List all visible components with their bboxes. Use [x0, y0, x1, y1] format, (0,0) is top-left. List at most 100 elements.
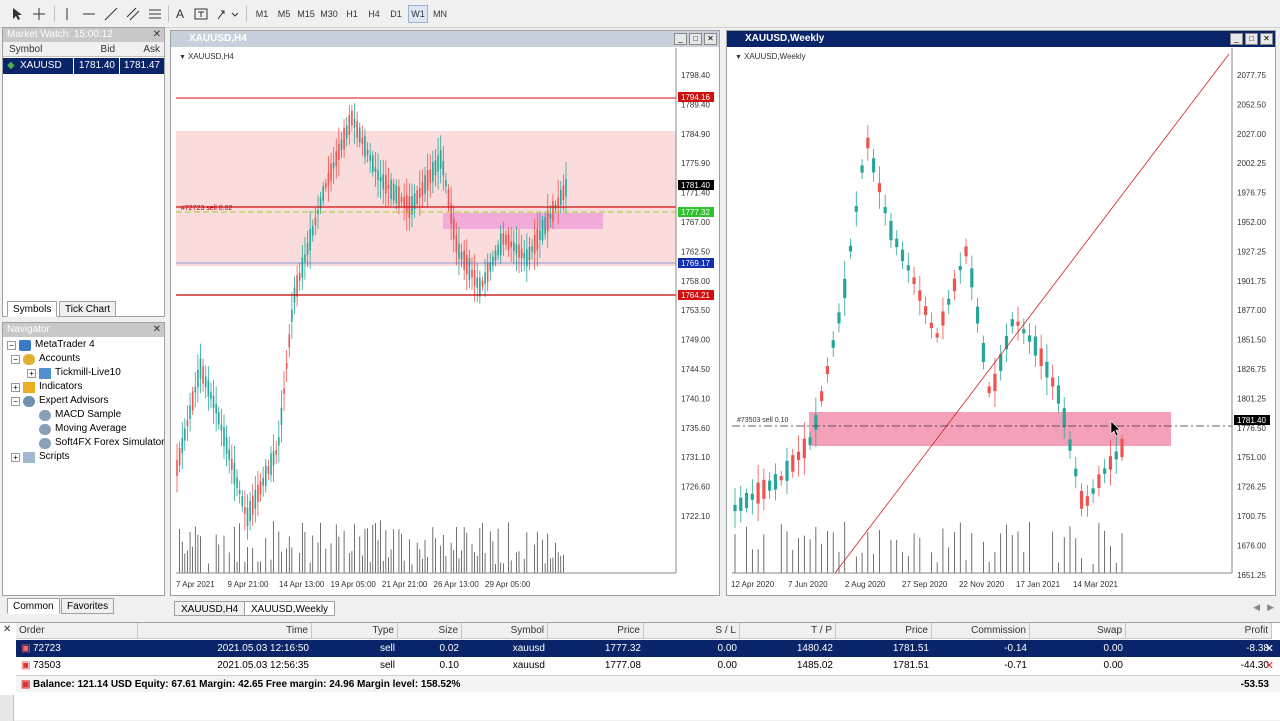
cursor-icon[interactable]	[8, 5, 26, 23]
collapse-icon[interactable]: −	[11, 354, 20, 364]
col-size[interactable]: Size	[398, 623, 462, 639]
minimize-icon[interactable]: _	[674, 33, 687, 45]
col-price-current[interactable]: Price	[836, 623, 932, 639]
candle	[964, 246, 968, 257]
crosshair-icon[interactable]	[30, 5, 48, 23]
cell-commission: -0.14	[1004, 643, 1027, 654]
channel-icon[interactable]	[124, 5, 142, 23]
expand-icon[interactable]: +	[27, 368, 36, 378]
table-row[interactable]: ▣ 72723 2021.05.03 12:16:50 sell 0.02 xa…	[16, 640, 1280, 657]
col-commission[interactable]: Commission	[932, 623, 1030, 639]
timeframe-m5[interactable]: M5	[277, 9, 291, 19]
vertical-line-icon[interactable]	[58, 5, 76, 23]
candle	[343, 127, 345, 150]
timeframe-m30[interactable]: M30	[320, 9, 338, 19]
timeframe-d1[interactable]: D1	[390, 9, 402, 19]
nav-item-accounts[interactable]: − Accounts	[11, 352, 80, 366]
candle	[340, 139, 343, 151]
chart-dropdown-icon[interactable]: ▼	[179, 54, 186, 61]
timeframe-h1[interactable]: H1	[346, 9, 358, 19]
table-row[interactable]: ▣ 73503 2021.05.03 12:56:35 sell 0.10 xa…	[16, 657, 1280, 674]
chart-title-h4[interactable]: XAUUSD,H4	[171, 31, 719, 47]
timeframe-mn[interactable]: MN	[433, 9, 447, 19]
tab-chart-h4[interactable]: XAUUSD,H4	[174, 601, 246, 616]
candle	[489, 262, 492, 272]
nav-item-account[interactable]: + Tickmill-Live10	[27, 366, 121, 380]
nav-item-expert-advisors[interactable]: − Expert Advisors	[11, 394, 108, 408]
nav-item-moving-average[interactable]: Moving Average	[39, 422, 127, 436]
cell-size: 0.10	[439, 660, 459, 671]
expand-icon[interactable]: +	[11, 452, 20, 462]
chart-canvas-weekly[interactable]: XAUUSD,Weekly ▼ #73503 sell 0.10 2077.75…	[727, 48, 1275, 595]
col-order[interactable]: Order	[16, 623, 138, 639]
timeframe-m1[interactable]: M1	[255, 9, 269, 19]
col-bid[interactable]: Bid	[73, 42, 119, 57]
col-symbol[interactable]: Symbol	[462, 623, 548, 639]
tabs-scroll-left-icon[interactable]: ◀	[1253, 602, 1260, 612]
candle	[413, 193, 416, 210]
candle	[796, 451, 801, 461]
timeframe-w1[interactable]: W1	[408, 5, 428, 23]
close-order-icon[interactable]: ✕	[1264, 643, 1274, 655]
col-sl[interactable]: S / L	[644, 623, 740, 639]
candle	[924, 306, 928, 315]
candle	[546, 210, 549, 232]
candle	[272, 451, 275, 466]
candle	[301, 257, 304, 278]
order-label[interactable]: #72723 sell 0.02	[181, 205, 232, 212]
close-icon[interactable]: ✕	[704, 33, 717, 45]
nav-item-soft4fx[interactable]: Soft4FX Forex Simulator	[39, 436, 164, 450]
close-order-icon[interactable]: ✕	[1264, 660, 1274, 672]
tab-common[interactable]: Common	[7, 598, 60, 614]
maximize-icon[interactable]: □	[689, 33, 702, 45]
terminal-side-tab[interactable]	[0, 695, 14, 721]
col-time[interactable]: Time	[138, 623, 312, 639]
trendline-icon[interactable]	[102, 5, 120, 23]
col-swap[interactable]: Swap	[1030, 623, 1126, 639]
col-tp[interactable]: T / P	[740, 623, 836, 639]
maximize-icon[interactable]: □	[1245, 33, 1258, 45]
chart-canvas-h4[interactable]: XAUUSD,H4 ▼ #72723 sell 0.02 1798.40 1789…	[171, 48, 719, 595]
col-profit[interactable]: Profit	[1126, 623, 1272, 639]
timeframe-h4[interactable]: H4	[368, 9, 380, 19]
text-label-icon[interactable]	[192, 5, 210, 23]
text-icon[interactable]: A	[175, 7, 184, 21]
candle	[345, 125, 348, 139]
fibonacci-icon[interactable]	[146, 5, 164, 23]
candle	[900, 249, 905, 262]
close-icon[interactable]: ✕	[3, 624, 12, 635]
candle	[1062, 408, 1066, 428]
close-icon[interactable]: ✕	[152, 324, 161, 335]
market-watch-row[interactable]: ◆ XAUUSD 1781.40 1781.47	[3, 58, 164, 74]
tab-symbols[interactable]: Symbols	[7, 301, 58, 317]
collapse-icon[interactable]: −	[7, 340, 16, 350]
chart-title-weekly[interactable]: XAUUSD,Weekly	[727, 31, 1275, 47]
tabs-scroll-right-icon[interactable]: ▶	[1267, 602, 1274, 612]
col-ask[interactable]: Ask	[119, 42, 164, 57]
collapse-icon[interactable]: −	[11, 396, 20, 406]
col-type[interactable]: Type	[312, 623, 398, 639]
chart-window-weekly[interactable]: XAUUSD,Weekly _ □ ✕ XAUUSD,Weekly ▼ #735…	[726, 30, 1276, 596]
navigator-title: Navigator	[3, 323, 164, 337]
nav-item-macd[interactable]: MACD Sample	[39, 408, 121, 422]
arrows-icon[interactable]	[214, 5, 240, 23]
tab-chart-weekly[interactable]: XAUUSD,Weekly	[244, 601, 336, 616]
tab-favorites[interactable]: Favorites	[61, 598, 115, 614]
chart-window-h4[interactable]: XAUUSD,H4 _ □ ✕ XAUUSD,H4 ▼ #72723 sell …	[170, 30, 720, 596]
nav-item-scripts[interactable]: + Scripts	[11, 450, 70, 464]
candle	[332, 162, 335, 169]
chart-dropdown-icon[interactable]: ▼	[735, 54, 742, 61]
nav-item-metatrader[interactable]: − MetaTrader 4	[7, 338, 95, 352]
order-label[interactable]: #73503 sell 0.10	[737, 417, 788, 424]
close-icon[interactable]: ✕	[152, 29, 161, 40]
col-price[interactable]: Price	[548, 623, 644, 639]
col-symbol[interactable]: Symbol	[3, 42, 73, 57]
candle	[843, 278, 847, 299]
expand-icon[interactable]: +	[11, 382, 20, 392]
nav-item-indicators[interactable]: + Indicators	[11, 380, 82, 394]
horizontal-line-icon[interactable]	[80, 5, 98, 23]
timeframe-m15[interactable]: M15	[297, 9, 315, 19]
close-icon[interactable]: ✕	[1260, 33, 1273, 45]
tab-tick-chart[interactable]: Tick Chart	[59, 301, 117, 317]
minimize-icon[interactable]: _	[1230, 33, 1243, 45]
